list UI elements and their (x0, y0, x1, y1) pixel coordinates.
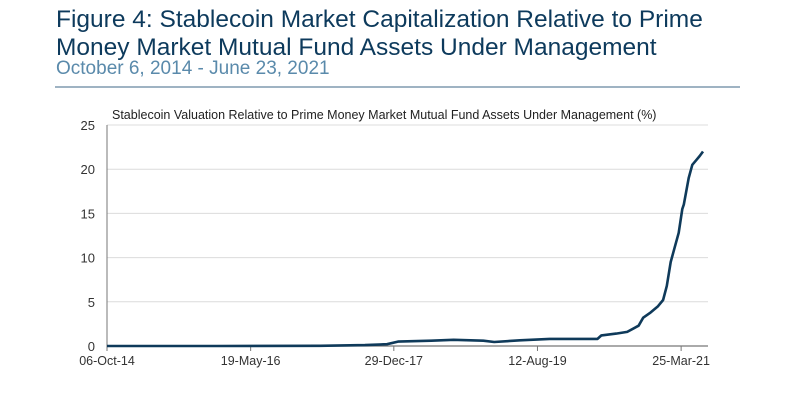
series-line (107, 150, 705, 348)
x-tick-label: 19-May-16 (221, 354, 281, 368)
x-tick-label: 25-Mar-21 (652, 354, 710, 368)
x-tick-label: 06-Oct-14 (79, 354, 135, 368)
y-tick-label: 25 (81, 118, 95, 133)
figure-subtitle: October 6, 2014 - June 23, 2021 (56, 58, 330, 79)
figure-title: Figure 4: Stablecoin Market Capitalizati… (56, 6, 703, 61)
x-tick-label: 29-Dec-17 (365, 354, 423, 368)
y-tick-label: 20 (81, 162, 95, 177)
y-tick-label: 0 (88, 339, 95, 354)
y-tick-label: 5 (88, 295, 95, 310)
y-tick-label: 10 (81, 251, 95, 266)
title-divider (55, 86, 740, 88)
y-tick-label: 15 (81, 206, 95, 221)
x-tick-label: 12-Aug-19 (508, 354, 566, 368)
chart-title: Stablecoin Valuation Relative to Prime M… (112, 108, 656, 122)
